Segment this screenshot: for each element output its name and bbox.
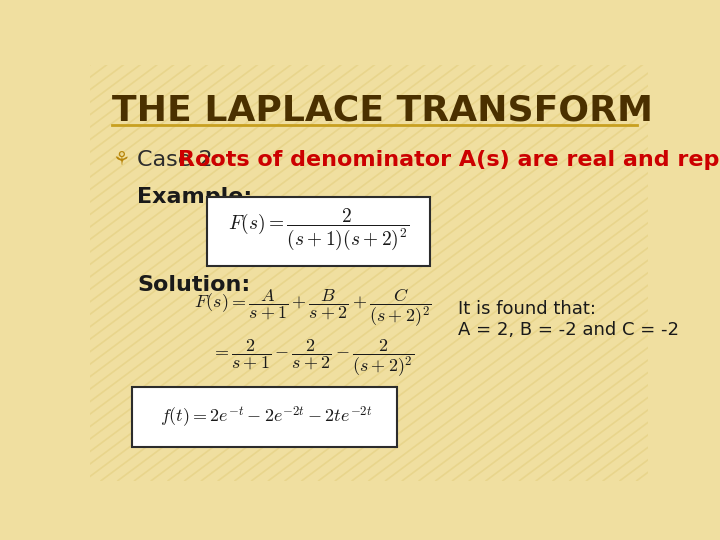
Text: Roots of denominator A(s) are real and repeated.: Roots of denominator A(s) are real and r… — [178, 150, 720, 170]
Text: THE LAPLACE TRANSFORM: THE LAPLACE TRANSFORM — [112, 94, 653, 128]
FancyBboxPatch shape — [207, 197, 431, 266]
Text: Case 2:: Case 2: — [138, 150, 228, 170]
Text: $F(s) = \dfrac{2}{(s+1)(s+2)^{2}}$: $F(s) = \dfrac{2}{(s+1)(s+2)^{2}}$ — [228, 206, 410, 252]
Text: $= \dfrac{2}{s+1} - \dfrac{2}{s+2} - \dfrac{2}{(s+2)^{2}}$: $= \dfrac{2}{s+1} - \dfrac{2}{s+2} - \df… — [212, 337, 415, 379]
Text: It is found that:: It is found that: — [459, 300, 596, 318]
Text: ⚘: ⚘ — [112, 150, 130, 169]
Text: Solution:: Solution: — [138, 275, 251, 295]
Text: Example:: Example: — [138, 187, 253, 207]
Text: $f(t) = 2e^{-t} - 2e^{-2t} - 2te^{-2t}$: $f(t) = 2e^{-t} - 2e^{-2t} - 2te^{-2t}$ — [160, 404, 372, 430]
Text: $F(s) = \dfrac{A}{s+1} + \dfrac{B}{s+2} + \dfrac{C}{(s+2)^{2}}$: $F(s) = \dfrac{A}{s+1} + \dfrac{B}{s+2} … — [194, 287, 432, 329]
FancyBboxPatch shape — [132, 387, 397, 447]
Text: A = 2, B = -2 and C = -2: A = 2, B = -2 and C = -2 — [459, 321, 679, 339]
